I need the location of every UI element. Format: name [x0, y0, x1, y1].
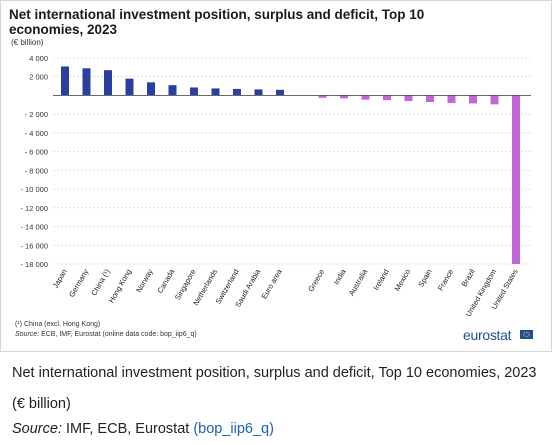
- category-label: Japan: [51, 268, 69, 290]
- bar: [125, 78, 134, 96]
- category-label: Canada: [155, 267, 176, 295]
- category-label: Germany: [67, 267, 90, 298]
- y-tick-label: - 2 000: [25, 110, 48, 119]
- category-label: Norway: [134, 267, 155, 294]
- bar: [469, 95, 477, 104]
- eu-flag-icon: [520, 330, 533, 339]
- category-label: Spain: [416, 268, 433, 289]
- bar: [276, 89, 284, 96]
- bar: [168, 85, 177, 96]
- page-source-label: Source:: [12, 421, 62, 437]
- bar: [211, 88, 220, 96]
- category-label: Australia: [347, 267, 370, 297]
- chart-plot: 4 000 2 000 - 2 000 - 4 000 - 6 000 - 8 000 - …: [20, 54, 531, 318]
- chart-footnote: (¹) China (excl. Hong Kong): [15, 321, 101, 328]
- bars: [61, 66, 520, 264]
- bar: [340, 95, 348, 99]
- y-tick-label: 4 000: [29, 54, 48, 63]
- bar: [82, 68, 91, 96]
- y-tick-label: - 10 000: [20, 185, 48, 194]
- y-axis-unit-label: (€ billion): [11, 38, 44, 47]
- y-tick-label: - 18 000: [20, 260, 48, 269]
- eurostat-logo: eurostat: [463, 327, 512, 343]
- y-tick-label: - 8 000: [25, 166, 48, 175]
- y-tick-label: - 12 000: [20, 204, 48, 213]
- y-tick-label: - 16 000: [20, 241, 48, 250]
- category-label: Greece: [306, 268, 326, 294]
- category-label: Mexico: [393, 268, 413, 293]
- page-source-text: IMF, ECB, Eurostat: [61, 421, 194, 437]
- bar: [383, 95, 391, 101]
- grid-lines: [53, 57, 531, 265]
- figure-caption: Net international investment position, s…: [12, 365, 537, 412]
- bar: [512, 95, 520, 264]
- category-label: Brazil: [460, 267, 477, 288]
- category-label: India: [332, 267, 348, 286]
- y-tick-labels: 4 000 2 000 - 2 000 - 4 000 - 6 000 - 8 000 - …: [20, 54, 48, 269]
- category-label: China (¹): [89, 267, 112, 297]
- category-label: Ireland: [371, 268, 390, 292]
- bar: [447, 95, 456, 103]
- bar: [147, 82, 155, 96]
- dataset-link[interactable]: (bop_iip6_q): [193, 421, 274, 437]
- y-tick-label: - 6 000: [25, 148, 48, 157]
- chart-source-label: Source:: [15, 331, 40, 338]
- chart-figure: Net international investment position, s…: [0, 0, 552, 352]
- bar: [61, 66, 69, 96]
- chart-source-text: ECB, IMF, Eurostat (online data code: bo…: [39, 331, 197, 338]
- bar: [233, 88, 241, 96]
- chart-source: Source: ECB, IMF, Eurostat (online data …: [15, 331, 197, 338]
- bar: [404, 95, 413, 102]
- page-source: Source: IMF, ECB, Eurostat (bop_iip6_q): [12, 421, 274, 437]
- bar: [361, 95, 370, 100]
- category-label: Euro area: [259, 267, 284, 301]
- bar: [104, 70, 112, 96]
- category-label: France: [436, 268, 455, 293]
- bar: [318, 95, 327, 98]
- y-tick-label: - 4 000: [25, 129, 48, 138]
- y-tick-label: - 14 000: [20, 223, 48, 232]
- chart-title: Net international investment position, s…: [9, 7, 425, 37]
- bar: [190, 87, 198, 96]
- bar: [490, 95, 499, 105]
- bar: [254, 89, 263, 96]
- y-tick-label: 2 000: [29, 73, 48, 82]
- bar: [426, 95, 434, 103]
